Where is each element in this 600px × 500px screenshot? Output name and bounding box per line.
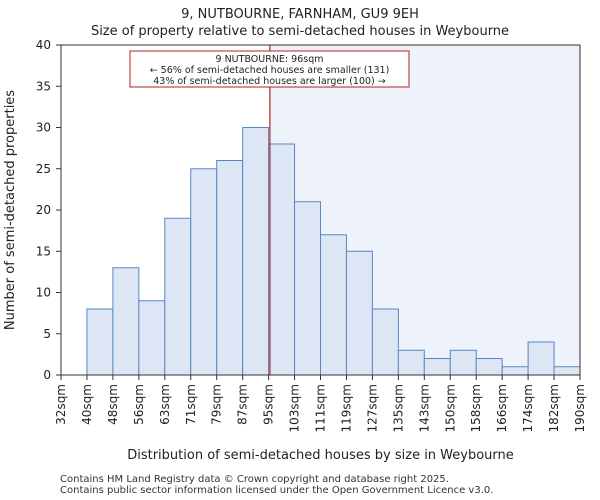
histogram-bar xyxy=(527,341,555,376)
x-tick-label: 174sqm xyxy=(521,384,535,432)
x-tick-label: 79sqm xyxy=(210,384,224,425)
x-tick-label: 127sqm xyxy=(365,384,379,432)
y-tick-label: 0 xyxy=(43,368,51,382)
y-tick-label: 40 xyxy=(36,38,51,52)
histogram-bar xyxy=(294,201,321,376)
annotation-line-3: 43% of semi-detached houses are larger (… xyxy=(153,76,386,87)
histogram-bar xyxy=(449,349,477,376)
x-tick-label: 119sqm xyxy=(339,384,353,432)
histogram-bar xyxy=(268,143,296,376)
histogram-bar xyxy=(501,366,529,376)
x-tick-label: 63sqm xyxy=(158,384,172,425)
x-tick-label: 40sqm xyxy=(80,384,94,425)
y-tick-label: 5 xyxy=(43,327,51,341)
x-tick-label: 87sqm xyxy=(236,384,250,425)
chart-title: Size of property relative to semi-detach… xyxy=(90,24,510,39)
histogram-bar xyxy=(112,267,140,376)
y-tick-label: 10 xyxy=(36,286,51,300)
histogram-bar xyxy=(138,300,166,376)
chart-title-address: 9, NUTBOURNE, FARNHAM, GU9 9EH xyxy=(181,7,419,22)
x-tick-label: 32sqm xyxy=(54,384,68,425)
histogram-bar xyxy=(345,250,373,376)
y-axis-title: Number of semi-detached properties xyxy=(3,90,18,330)
x-tick-label: 158sqm xyxy=(469,384,483,432)
y-tick-label: 20 xyxy=(36,203,51,217)
footer-licence: Contains public sector information licen… xyxy=(60,485,494,496)
annotation-line-2: ← 56% of semi-detached houses are smalle… xyxy=(150,65,390,76)
footer-copyright: Contains HM Land Registry data © Crown c… xyxy=(60,474,449,485)
histogram-bar xyxy=(475,358,503,376)
x-tick-label: 103sqm xyxy=(288,384,302,432)
y-tick-label: 30 xyxy=(36,121,51,135)
annotation-box xyxy=(129,50,410,88)
histogram-bar xyxy=(423,358,451,376)
histogram-bar xyxy=(371,308,399,376)
histogram-bar xyxy=(190,168,218,376)
annotation-line-1: 9 NUTBOURNE: 96sqm xyxy=(216,54,324,65)
x-tick-label: 111sqm xyxy=(314,384,328,432)
histogram-bar xyxy=(242,127,270,376)
histogram-bar xyxy=(553,366,581,376)
x-tick-label: 143sqm xyxy=(417,384,431,432)
x-tick-label: 182sqm xyxy=(547,384,561,432)
y-tick-label: 15 xyxy=(36,244,51,258)
x-tick-label: 135sqm xyxy=(391,384,405,432)
x-tick-label: 190sqm xyxy=(573,384,587,432)
y-tick-label: 35 xyxy=(36,79,51,93)
x-axis-title: Distribution of semi-detached houses by … xyxy=(127,448,514,463)
histogram-bar xyxy=(164,217,192,376)
histogram-bar xyxy=(86,308,114,376)
x-tick-label: 95sqm xyxy=(262,384,276,425)
x-tick-label: 48sqm xyxy=(106,384,120,425)
x-tick-label: 56sqm xyxy=(132,384,146,425)
histogram-bar xyxy=(397,349,425,376)
x-tick-label: 150sqm xyxy=(443,384,457,432)
x-tick-label: 166sqm xyxy=(495,384,509,432)
histogram-bar xyxy=(320,234,347,376)
x-tick-label: 71sqm xyxy=(184,384,198,425)
histogram-bar xyxy=(216,160,244,376)
y-tick-label: 25 xyxy=(36,162,51,176)
